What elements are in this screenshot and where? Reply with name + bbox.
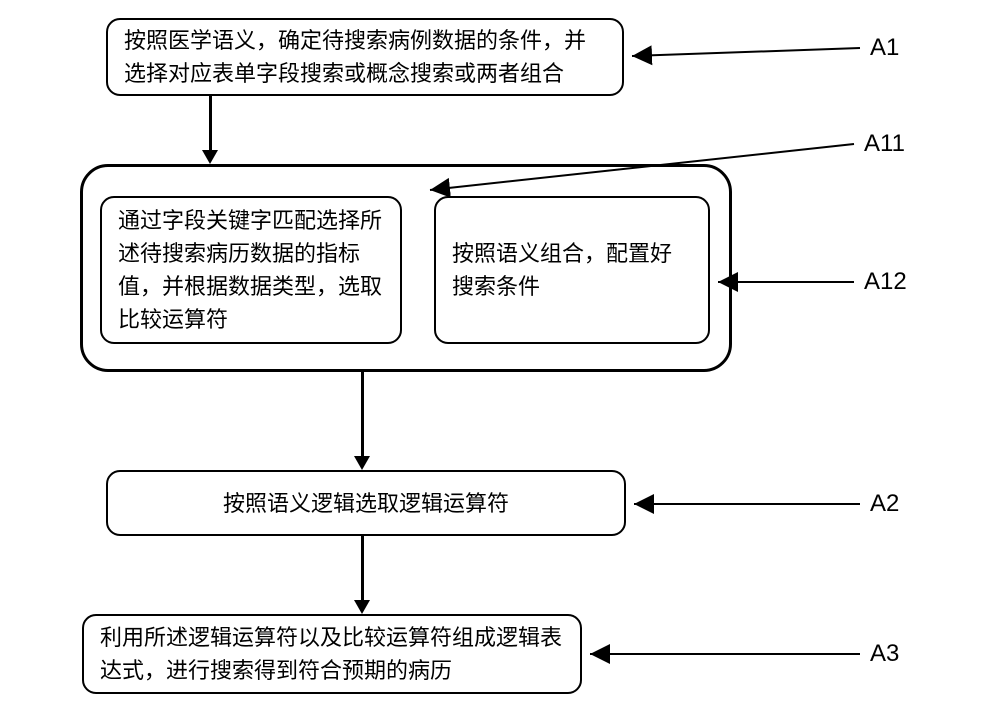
flowchart-canvas: 按照医学语义，确定待搜索病例数据的条件，并选择对应表单字段搜索或概念搜索或两者组…	[0, 0, 1000, 705]
leader-a11	[430, 144, 854, 190]
leader-a1	[632, 48, 860, 56]
leader-arrows-svg	[0, 0, 1000, 705]
